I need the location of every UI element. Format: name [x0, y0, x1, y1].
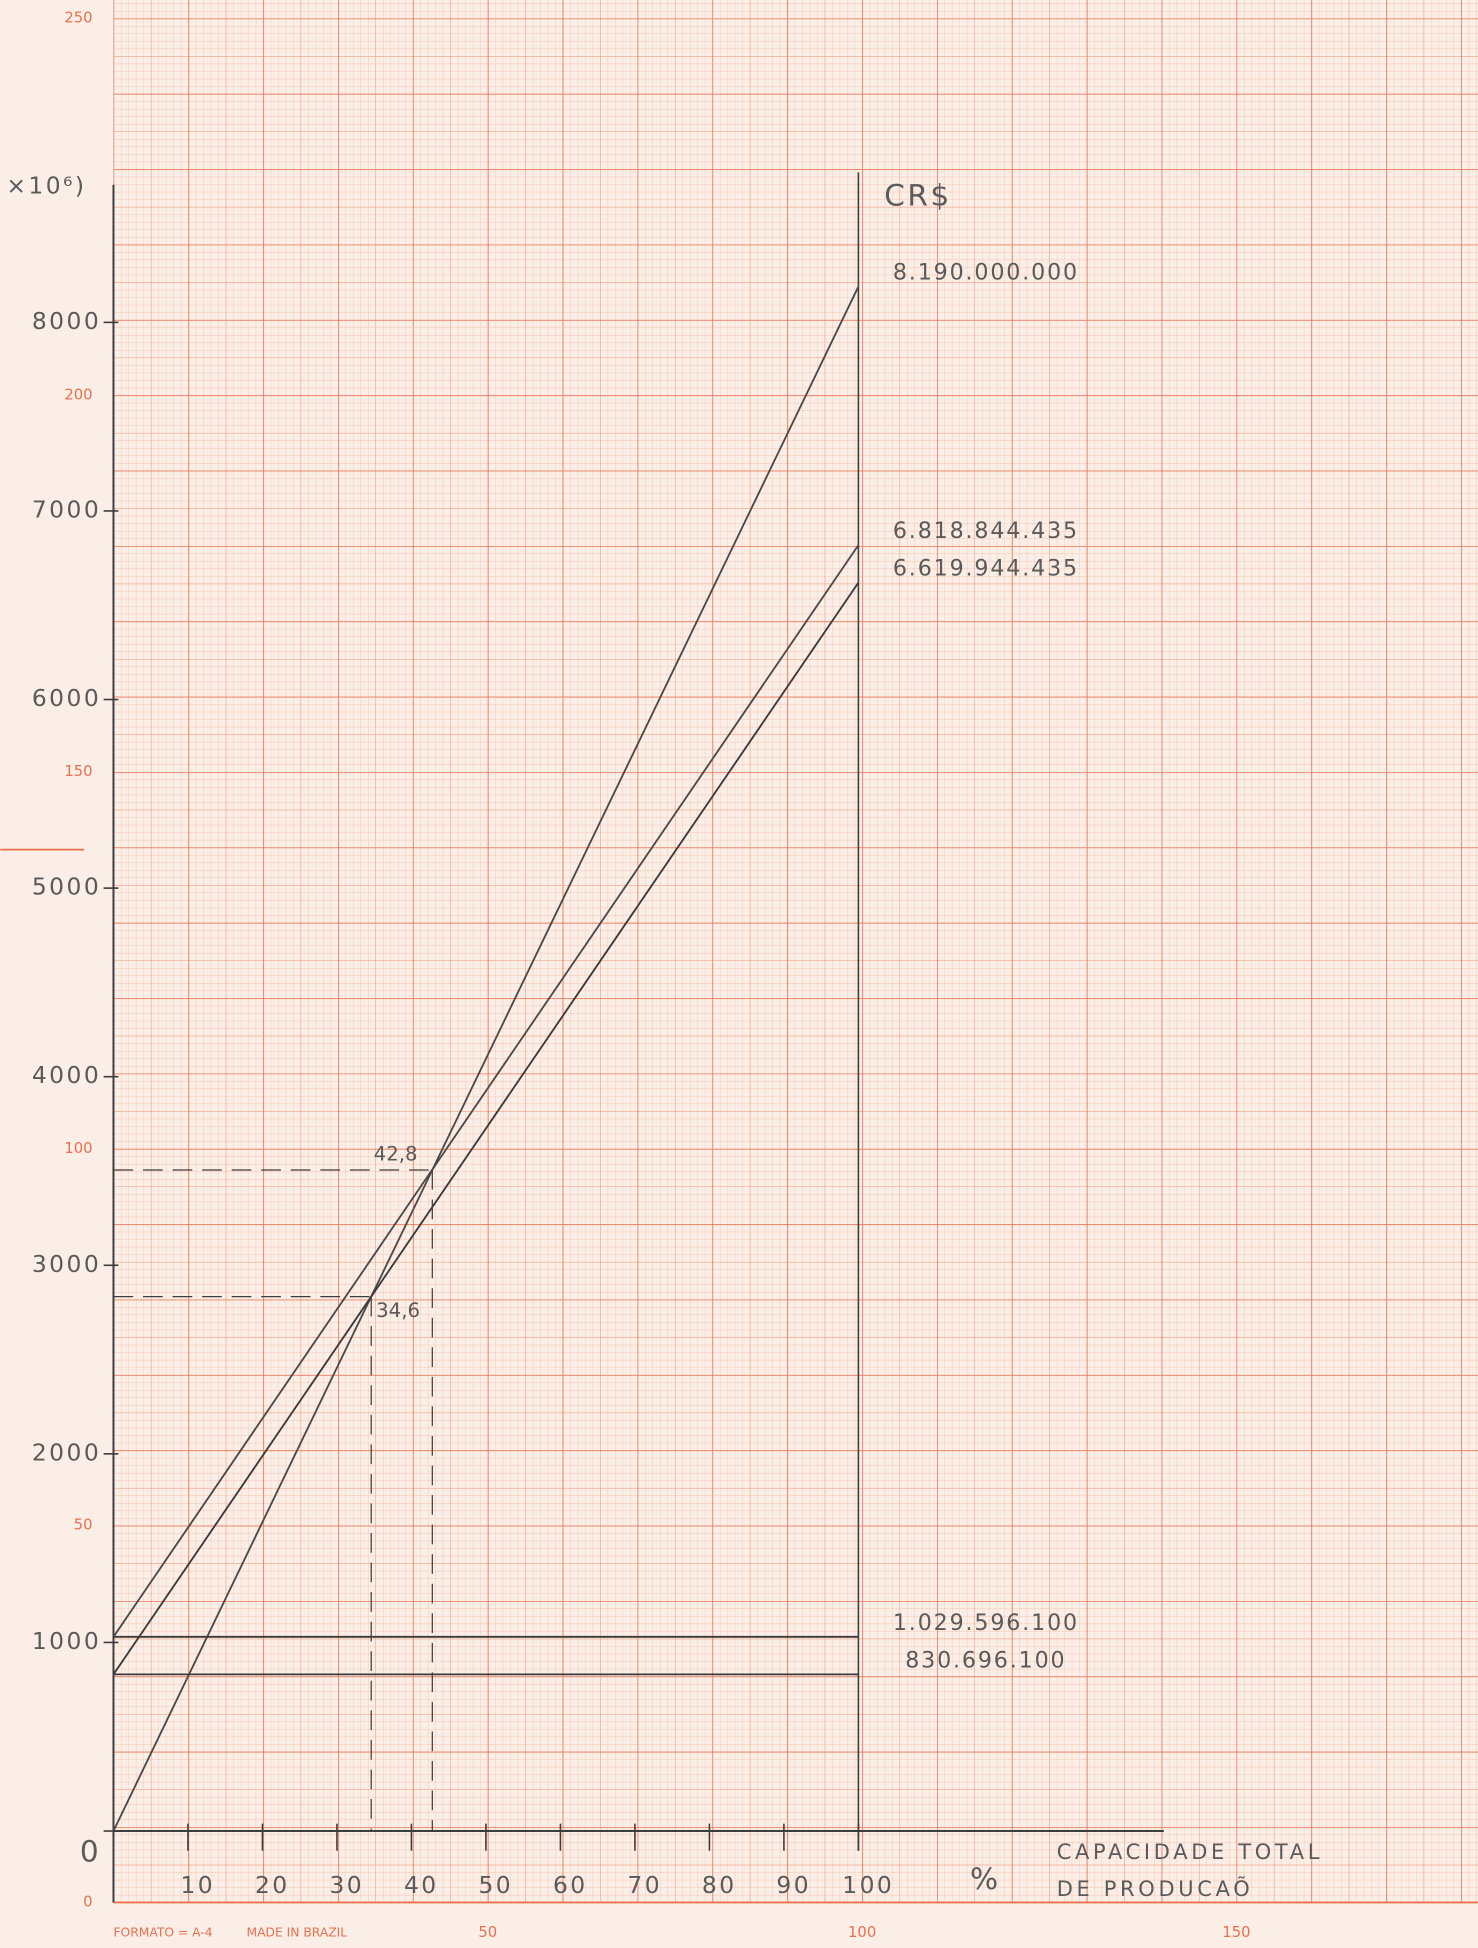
x-tick-label: 70 — [627, 1871, 662, 1899]
x-tick-label: 80 — [702, 1871, 737, 1899]
x-tick-label: 20 — [255, 1871, 290, 1899]
y-tick-label: 8000 — [32, 307, 101, 335]
x-unit-label: % — [970, 1862, 1001, 1896]
paper-left-label: 250 — [64, 9, 92, 26]
paper-left-label: 0 — [83, 1893, 92, 1910]
paper-left-label: 150 — [64, 763, 92, 780]
y-tick-label: 2000 — [32, 1438, 101, 1466]
chart: FORMATO = A-4 MADE IN BRAZIL ×10⁶) CR$ C… — [0, 0, 1478, 1948]
x-tick-label: 30 — [329, 1871, 364, 1899]
paper-format: FORMATO = A-4 — [113, 1926, 212, 1940]
y-tick-label: 5000 — [32, 873, 101, 901]
y-tick-label: 0 — [80, 1835, 101, 1869]
paper-left-label: 200 — [64, 386, 92, 403]
y-tick-label: 6000 — [32, 684, 101, 712]
currency-label: CR$ — [884, 179, 951, 213]
x-tick-label: 60 — [553, 1871, 588, 1899]
x-tick-label: 10 — [180, 1871, 215, 1899]
x-tick-label: 40 — [404, 1871, 439, 1899]
y-tick-label: 3000 — [32, 1250, 101, 1278]
page: FORMATO = A-4 MADE IN BRAZIL ×10⁶) CR$ C… — [0, 0, 1478, 1948]
x-tick-label: 90 — [776, 1871, 811, 1899]
y-tick-label: 4000 — [32, 1061, 101, 1089]
value-label: 8.190.000.000 — [893, 259, 1079, 285]
x-tick-label: 50 — [478, 1871, 513, 1899]
paper-left-label: 50 — [74, 1517, 93, 1534]
value-label: 6.818.844.435 — [893, 518, 1079, 544]
value-label: 1.029.596.100 — [893, 1610, 1079, 1636]
value-label: 6.619.944.435 — [893, 556, 1079, 582]
x-tick-label: 100 — [842, 1871, 894, 1899]
paper-made-in: MADE IN BRAZIL — [246, 1926, 347, 1940]
paper-bottom-label: 150 — [1222, 1924, 1250, 1941]
paper-left-label: 100 — [64, 1140, 92, 1157]
x-label: CAPACIDADE TOTAL — [1057, 1840, 1323, 1864]
value-label: 830.696.100 — [905, 1647, 1066, 1673]
annotation: 34,6 — [376, 1299, 420, 1322]
annotation: 42,8 — [374, 1143, 418, 1166]
y-tick-label: 1000 — [32, 1627, 101, 1655]
paper-grid-major — [113, 0, 1477, 1902]
unit-label: ×10⁶) — [6, 172, 86, 200]
y-tick-label: 7000 — [32, 495, 101, 523]
paper-bottom-label: 50 — [478, 1924, 497, 1941]
paper-bottom-label: 100 — [848, 1924, 876, 1941]
x-label: DE PRODUCAÕ — [1057, 1875, 1254, 1901]
